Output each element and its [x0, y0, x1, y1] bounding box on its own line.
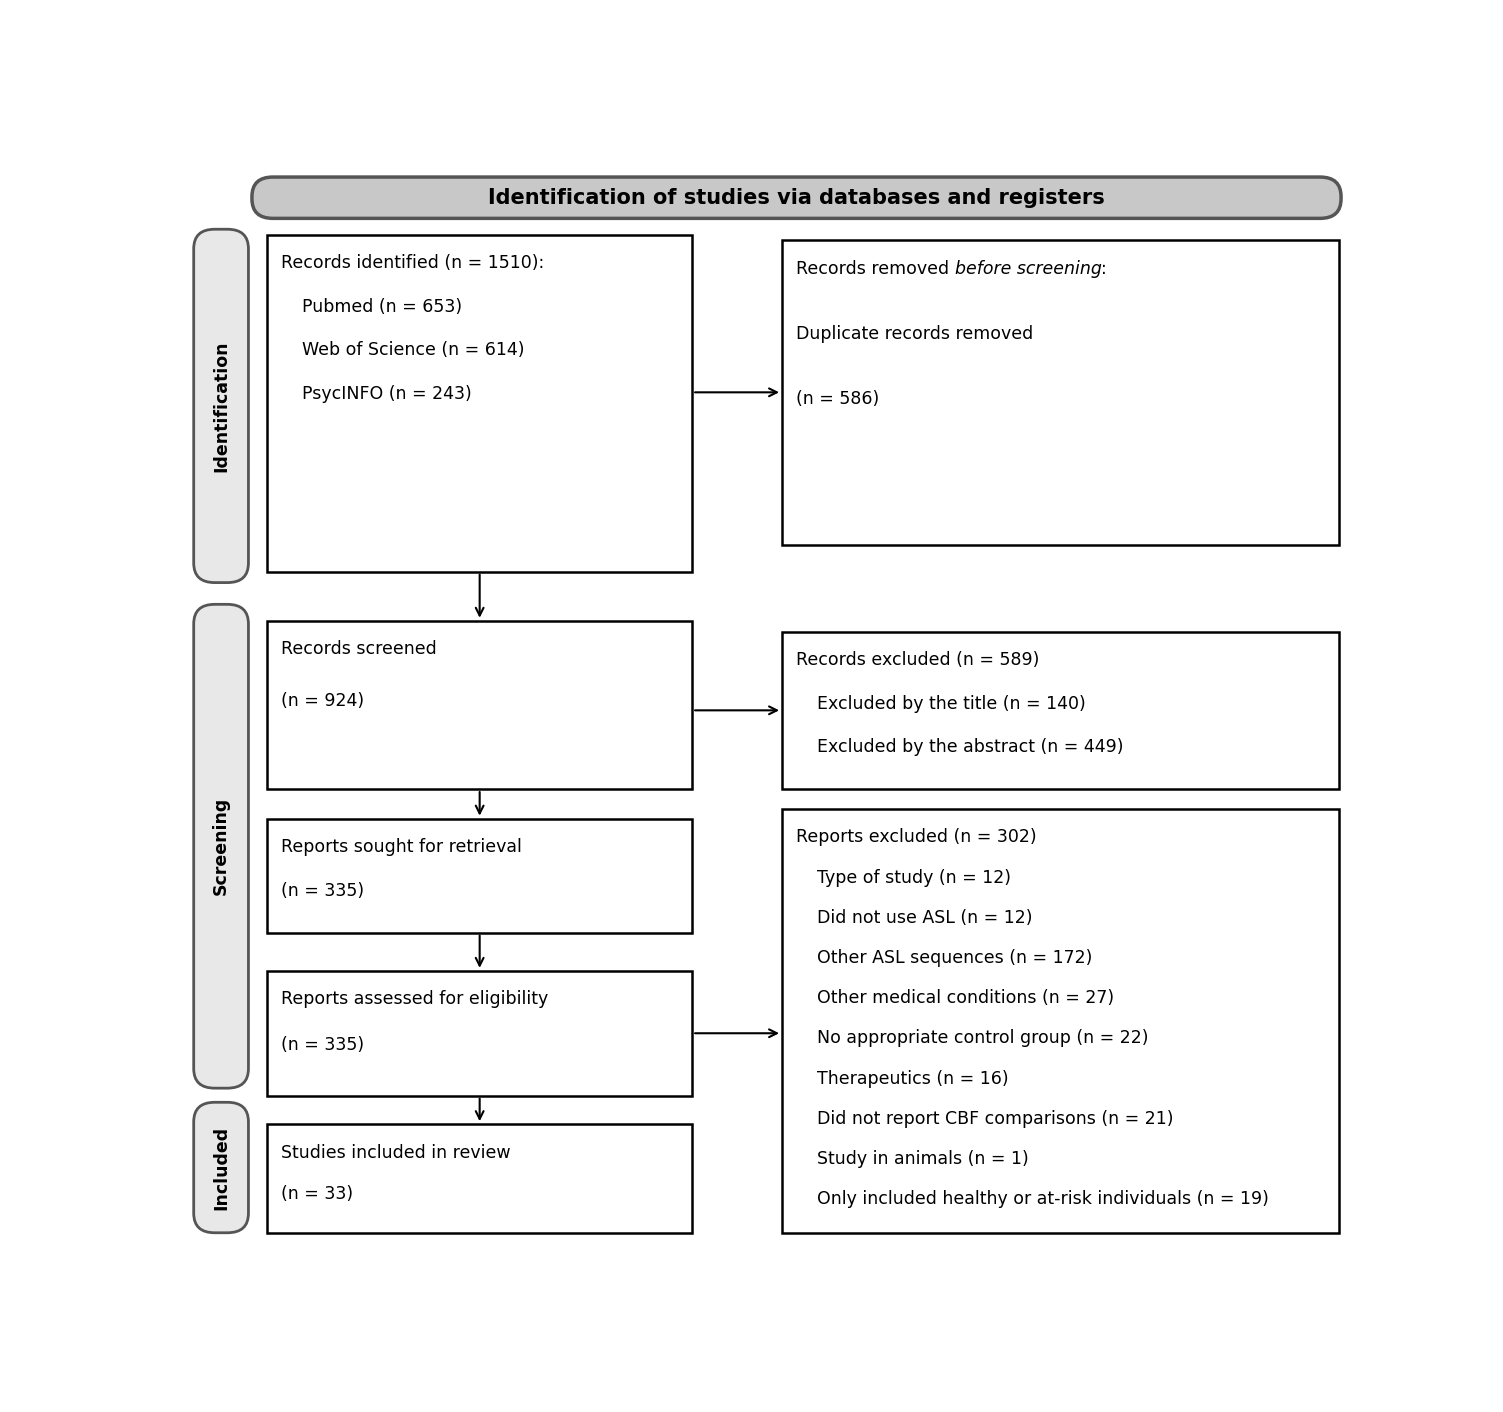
Text: (n = 924): (n = 924): [281, 692, 364, 710]
Text: Identification of studies via databases and registers: Identification of studies via databases …: [488, 188, 1105, 208]
Bar: [268, 970, 693, 1096]
FancyBboxPatch shape: [194, 229, 248, 583]
Text: (n = 33): (n = 33): [281, 1185, 353, 1203]
FancyBboxPatch shape: [194, 604, 248, 1089]
Text: Reports excluded (n = 302): Reports excluded (n = 302): [797, 829, 1037, 846]
Bar: [268, 819, 693, 933]
Bar: [268, 1124, 693, 1233]
Text: Screening: Screening: [212, 798, 230, 895]
Text: Did not use ASL (n = 12): Did not use ASL (n = 12): [818, 909, 1033, 926]
Bar: [782, 631, 1339, 789]
FancyBboxPatch shape: [194, 1103, 248, 1233]
Text: Reports sought for retrieval: Reports sought for retrieval: [281, 839, 522, 856]
Text: Duplicate records removed: Duplicate records removed: [797, 325, 1033, 343]
Text: Excluded by the abstract (n = 449): Excluded by the abstract (n = 449): [818, 738, 1123, 755]
Text: Therapeutics (n = 16): Therapeutics (n = 16): [818, 1070, 1009, 1087]
Text: Identification: Identification: [212, 340, 230, 472]
Text: Only included healthy or at-risk individuals (n = 19): Only included healthy or at-risk individ…: [818, 1190, 1269, 1209]
Text: Included: Included: [212, 1125, 230, 1210]
Text: Web of Science (n = 614): Web of Science (n = 614): [302, 342, 525, 359]
Text: Study in animals (n = 1): Study in animals (n = 1): [818, 1151, 1028, 1168]
Text: Records removed: Records removed: [797, 260, 954, 278]
Text: Pubmed (n = 653): Pubmed (n = 653): [302, 298, 461, 316]
Text: (n = 335): (n = 335): [281, 881, 364, 899]
Text: :: :: [1102, 260, 1108, 278]
Bar: [268, 621, 693, 789]
Bar: [782, 240, 1339, 545]
Text: before screening: before screening: [954, 260, 1102, 278]
Text: Other ASL sequences (n = 172): Other ASL sequences (n = 172): [818, 949, 1093, 967]
Text: No appropriate control group (n = 22): No appropriate control group (n = 22): [818, 1029, 1148, 1048]
Text: (n = 586): (n = 586): [797, 390, 879, 408]
Text: Records identified (n = 1510):: Records identified (n = 1510):: [281, 254, 544, 273]
Text: Reports assessed for eligibility: Reports assessed for eligibility: [281, 990, 549, 1008]
Bar: [268, 234, 693, 572]
Text: Type of study (n = 12): Type of study (n = 12): [818, 868, 1012, 887]
FancyBboxPatch shape: [253, 176, 1341, 219]
Text: (n = 335): (n = 335): [281, 1036, 364, 1053]
Bar: [782, 809, 1339, 1233]
Text: PsycINFO (n = 243): PsycINFO (n = 243): [302, 384, 472, 402]
Text: Studies included in review: Studies included in review: [281, 1144, 511, 1162]
Text: Did not report CBF comparisons (n = 21): Did not report CBF comparisons (n = 21): [818, 1110, 1174, 1128]
Text: Records screened: Records screened: [281, 640, 437, 658]
Text: Other medical conditions (n = 27): Other medical conditions (n = 27): [818, 990, 1114, 1007]
Text: Excluded by the title (n = 140): Excluded by the title (n = 140): [818, 695, 1085, 713]
Text: Records excluded (n = 589): Records excluded (n = 589): [797, 651, 1039, 669]
